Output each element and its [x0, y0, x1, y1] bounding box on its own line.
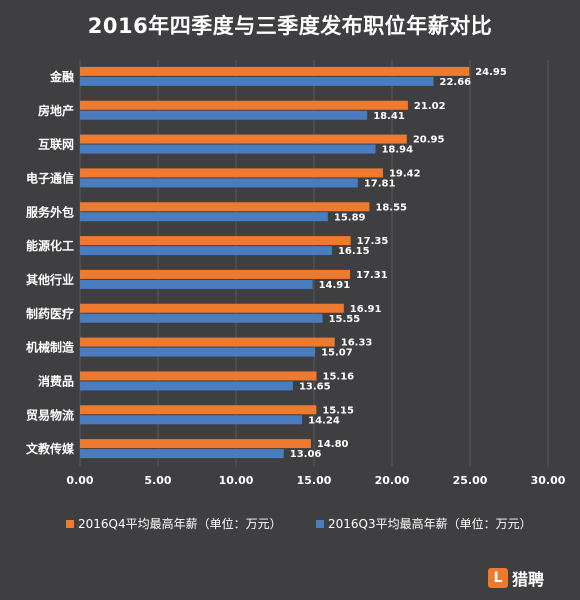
bar-q4 [80, 269, 351, 279]
legend-item-q4: 2016Q4平均最高年薪（单位：万元） [66, 515, 282, 532]
category-label: 电子通信 [26, 170, 74, 185]
data-label: 15.07 [321, 348, 353, 359]
legend-swatch-q3 [316, 519, 324, 528]
legend-label-q3: 2016Q3平均最高年薪（单位：万元） [328, 517, 532, 531]
category-label: 其他行业 [26, 272, 74, 287]
data-label: 16.33 [341, 338, 373, 349]
category-label: 机械制造 [26, 340, 75, 355]
x-tick-label: 15.00 [297, 474, 332, 487]
x-tick-label: 25.00 [453, 474, 488, 487]
data-label: 19.42 [389, 168, 421, 179]
data-label: 14.91 [319, 280, 351, 291]
bar-q4 [80, 66, 470, 76]
category-label: 互联网 [38, 138, 74, 152]
data-label: 24.95 [475, 67, 507, 78]
category-label: 能源化工 [26, 238, 74, 253]
liepin-logo-icon: L [488, 568, 508, 588]
category-label: 消费品 [38, 373, 74, 388]
bar-q3 [80, 279, 313, 289]
data-label: 13.65 [299, 381, 331, 392]
x-tick-label: 5.00 [144, 474, 171, 487]
bar-q4 [80, 202, 370, 212]
bar-q4 [80, 100, 408, 110]
data-label: 16.15 [338, 246, 370, 257]
data-label: 16.91 [350, 304, 382, 315]
category-label: 房地产 [38, 103, 74, 118]
bar-q3 [80, 212, 328, 222]
x-tick-label: 10.00 [219, 474, 254, 487]
x-tick-label: 0.00 [66, 474, 93, 487]
data-label: 22.66 [439, 77, 471, 88]
data-label: 17.81 [364, 178, 396, 189]
bar-q3 [80, 246, 332, 256]
category-label: 文教传媒 [26, 441, 75, 456]
data-label: 14.80 [317, 439, 349, 450]
bar-q3 [80, 415, 303, 425]
data-label: 18.41 [373, 111, 405, 122]
data-label: 15.15 [322, 405, 354, 416]
data-label: 13.06 [290, 449, 322, 460]
bar-q4 [80, 168, 383, 178]
liepin-watermark: L 猎聘 [488, 566, 544, 590]
category-label: 金融 [49, 69, 74, 84]
data-label: 15.16 [322, 371, 354, 382]
data-label: 14.24 [308, 415, 340, 426]
data-label: 15.55 [329, 314, 361, 325]
data-label: 18.55 [375, 202, 407, 213]
data-label: 18.94 [381, 145, 413, 156]
data-label: 20.95 [413, 135, 445, 146]
bar-q4 [80, 303, 344, 313]
bar-q4 [80, 236, 351, 246]
legend-swatch-q4 [66, 519, 74, 528]
category-label: 服务外包 [26, 204, 74, 219]
bar-q3 [80, 347, 316, 357]
bar-q3 [80, 144, 376, 154]
chart-title: 2016年四季度与三季度发布职位年薪对比 [87, 14, 493, 38]
legend-label-q4: 2016Q4平均最高年薪（单位：万元） [78, 517, 282, 531]
data-label: 21.02 [414, 101, 446, 112]
category-label: 贸易物流 [26, 407, 74, 422]
bar-q4 [80, 371, 317, 381]
bar-q4 [80, 405, 317, 415]
watermark-text: 猎聘 [512, 570, 545, 589]
bar-q4 [80, 134, 407, 144]
data-label: 17.31 [356, 270, 388, 281]
bar-q3 [80, 110, 368, 120]
bar-q4 [80, 337, 335, 347]
category-label: 制药医疗 [26, 306, 74, 321]
data-label: 15.89 [334, 212, 366, 223]
bar-q3 [80, 76, 434, 86]
chart-legend: 2016Q4平均最高年薪（单位：万元） 2016Q3平均最高年薪（单位：万元） [66, 515, 566, 537]
bar-q3 [80, 178, 358, 188]
bar-q3 [80, 381, 293, 391]
data-label: 17.35 [357, 236, 389, 247]
x-tick-label: 20.00 [375, 474, 410, 487]
bar-q4 [80, 439, 311, 449]
legend-item-q3: 2016Q3平均最高年薪（单位：万元） [316, 515, 532, 532]
x-tick-label: 30.00 [531, 474, 566, 487]
bar-q3 [80, 313, 323, 323]
bar-q3 [80, 449, 284, 459]
